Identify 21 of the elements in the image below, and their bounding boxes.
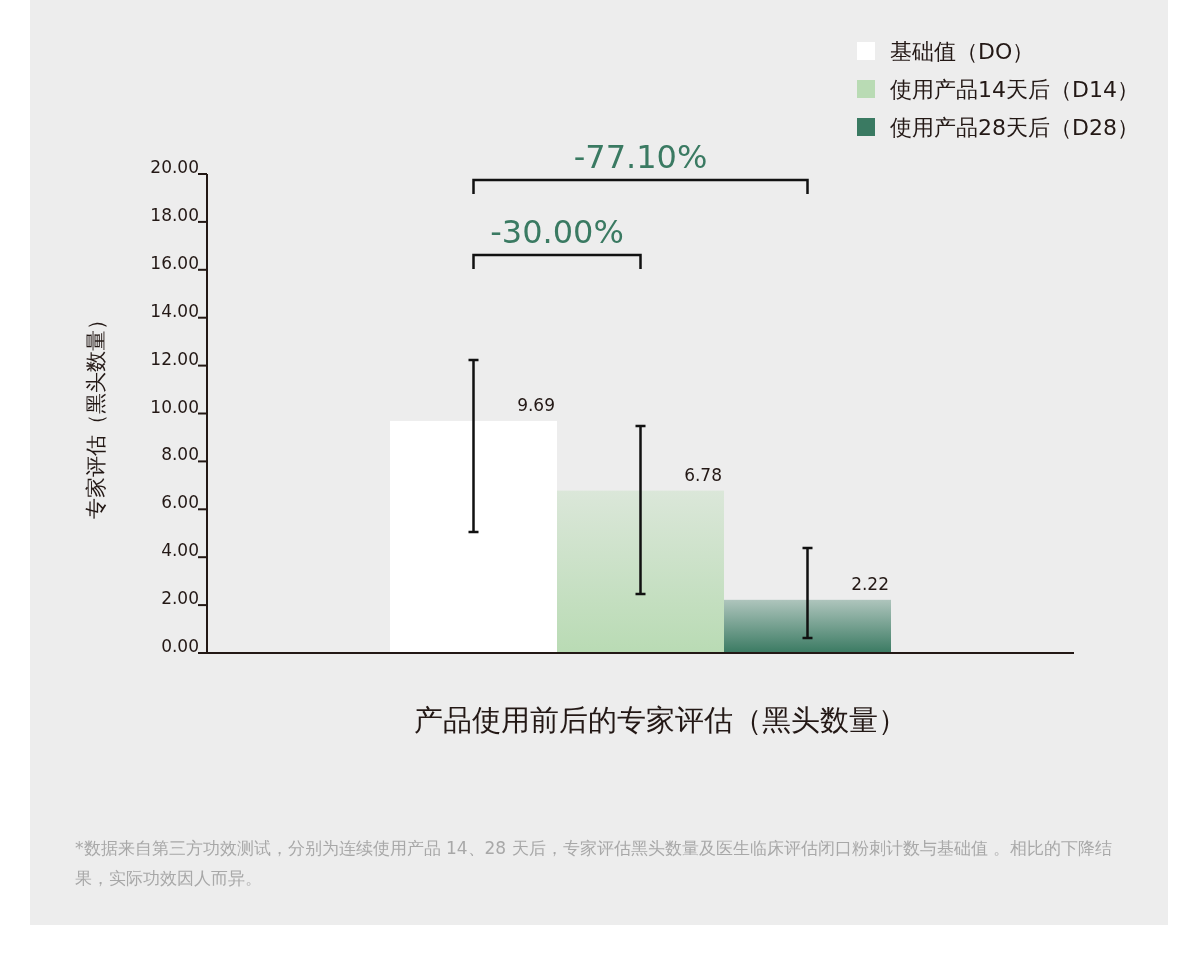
y-tick-label: 6.00 <box>161 492 199 513</box>
data-label: 2.22 <box>851 573 889 594</box>
y-tick-label: 8.00 <box>161 444 199 465</box>
y-tick-label: 12.00 <box>150 348 199 369</box>
legend-label: 基础值（DO） <box>890 39 1035 64</box>
legend-label: 使用产品14天后（D14） <box>890 77 1139 102</box>
data-label: 6.78 <box>684 464 722 485</box>
y-tick-label: 20.00 <box>150 157 199 177</box>
y-axis-title: 专家评估（黑头数量） <box>84 308 108 519</box>
annotation: -30.00% <box>490 213 624 251</box>
annotation: -77.10% <box>573 138 708 176</box>
y-tick-label: 18.00 <box>150 204 199 225</box>
y-tick-label: 0.00 <box>161 636 199 656</box>
y-tick-label: 4.00 <box>161 540 199 561</box>
y-tick-label: 10.00 <box>150 396 199 417</box>
y-tick-label: 14.00 <box>150 300 199 321</box>
y-tick-label: 2.00 <box>161 588 199 609</box>
data-label: 9.69 <box>517 394 555 415</box>
legend-label: 使用产品28天后（D28） <box>890 115 1139 140</box>
x-axis-title: 产品使用前后的专家评估（黑头数量） <box>414 703 907 737</box>
y-tick-label: 16.00 <box>150 252 199 273</box>
